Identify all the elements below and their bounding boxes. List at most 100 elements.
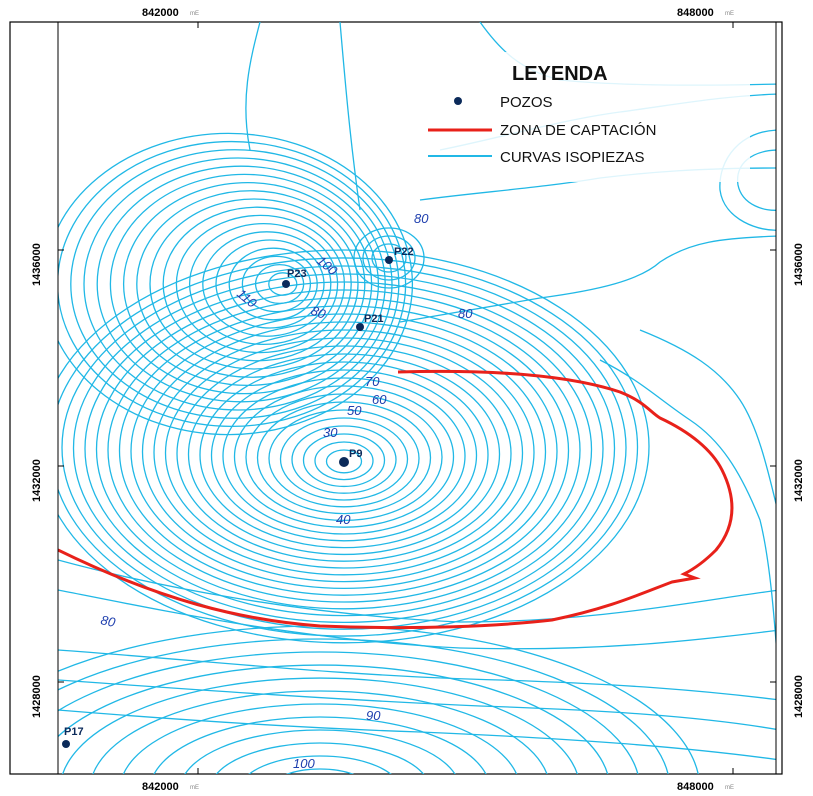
contour-label: 30	[323, 425, 338, 440]
frame-ticks	[58, 22, 776, 774]
wells: P23 P22 P21 P9 P17	[62, 246, 414, 748]
well-p9[interactable]: P9	[339, 448, 362, 467]
coord-unit: mE	[190, 11, 199, 17]
isopieza-line	[122, 703, 518, 774]
isopieza-line	[215, 742, 425, 774]
contour-label: 90	[366, 708, 381, 723]
coord-bottom-848000: 848000	[677, 781, 714, 793]
coord-left-1432000: 1432000	[31, 459, 43, 502]
isopieza-line	[188, 223, 339, 345]
well-marker	[385, 256, 393, 264]
well-label: P21	[364, 313, 384, 325]
isopieza-line	[70, 149, 400, 419]
contour-label: 70	[365, 374, 380, 389]
coord-right: 1436000 1432000 1428000	[793, 243, 805, 718]
coord-top: 842000 mE 848000 mE	[142, 7, 734, 19]
isopieza-line	[58, 651, 639, 774]
isopieza-line	[153, 329, 535, 576]
isopieza-line	[248, 755, 392, 774]
isopieza-line	[162, 206, 352, 362]
contour-label: 80	[309, 303, 328, 322]
isopieza-line	[241, 255, 312, 313]
zona-de-captacion	[58, 369, 734, 630]
legend-item-curvas: CURVAS ISOPIEZAS	[500, 149, 645, 166]
isopieza-line	[719, 129, 776, 231]
legend-background	[420, 52, 750, 182]
coord-right-1436000: 1436000	[793, 243, 805, 286]
contour-label: 80	[458, 306, 473, 321]
well-marker	[356, 323, 364, 331]
isopieza-line	[164, 337, 524, 569]
isopieza-line	[149, 198, 359, 370]
isopieza-line	[245, 393, 443, 522]
coord-top-848000: 848000	[677, 7, 714, 19]
isopieza-line	[291, 425, 397, 494]
contour-label: 40	[336, 512, 351, 527]
contour-label: 80	[99, 612, 117, 630]
isopieza-line	[202, 231, 332, 337]
isopieza-line	[228, 247, 318, 321]
well-label: P22	[394, 246, 414, 258]
legend-well-symbol	[454, 97, 462, 105]
coord-bottom-842000: 842000	[142, 781, 179, 793]
isopieza-line	[254, 264, 305, 304]
coord-top-842000: 842000	[142, 7, 179, 19]
isopieza-line	[62, 677, 578, 774]
well-label: P17	[64, 726, 84, 738]
well-p23[interactable]: P23	[282, 268, 307, 288]
isopieza-line	[58, 589, 776, 650]
legend: LEYENDA POZOS ZONA DE CAPTACIÓN CURVAS I…	[420, 52, 750, 182]
isopieza-line	[599, 359, 776, 651]
isopieza-line	[325, 449, 363, 474]
well-p21[interactable]: P21	[356, 313, 384, 331]
isopieza-line	[314, 441, 374, 481]
coord-unit: mE	[725, 11, 734, 17]
well-marker	[282, 280, 290, 288]
isopieza-line	[58, 132, 414, 436]
isopieza-line	[362, 235, 416, 281]
isopieza-line	[58, 625, 699, 774]
isopieza-line	[92, 690, 548, 774]
isopieza-line	[737, 149, 776, 211]
isopieza-line	[175, 214, 346, 354]
coord-unit: mE	[725, 785, 734, 791]
map-frame	[9, 21, 783, 775]
coord-left-1428000: 1428000	[31, 675, 43, 718]
contour-label: 50	[347, 403, 362, 418]
isopieza-line	[84, 281, 604, 617]
isopieza-line	[122, 181, 373, 387]
isopieza-line	[61, 265, 627, 630]
well-marker	[339, 457, 349, 467]
isopieza-line	[109, 173, 380, 395]
well-label: P23	[287, 268, 307, 280]
isopieza-line	[245, 22, 261, 151]
isopieza-line	[339, 22, 361, 211]
isopieza-line	[58, 638, 669, 774]
isopieza-line	[371, 243, 407, 273]
isopieza-line	[184, 729, 456, 774]
coord-unit: mE	[190, 785, 199, 791]
map-area: P23 P22 P21 P9 P17 80 100 110	[58, 22, 776, 774]
coord-left-1436000: 1436000	[31, 243, 43, 286]
isopieza-contours	[58, 22, 776, 774]
isopieza-line	[118, 305, 570, 596]
isopieza-line	[58, 559, 776, 623]
isopieza-line	[96, 165, 386, 403]
well-p22[interactable]: P22	[385, 246, 414, 264]
legend-item-pozos: POZOS	[500, 94, 553, 111]
isopieza-line	[58, 649, 776, 701]
isopieza-line	[58, 664, 609, 774]
coord-bottom: 842000 mE 848000 mE	[142, 781, 734, 793]
isopieza-line	[136, 190, 366, 378]
legend-item-zona: ZONA DE CAPTACIÓN	[500, 122, 656, 139]
isopieza-line	[95, 289, 593, 610]
coord-right-1428000: 1428000	[793, 675, 805, 718]
coord-right-1432000: 1432000	[793, 459, 805, 502]
isopieza-line	[279, 417, 409, 501]
isopieza-line	[302, 433, 386, 488]
isopieza-line	[58, 709, 776, 761]
isopieza-line	[58, 679, 776, 730]
well-p17[interactable]: P17	[62, 726, 84, 748]
contour-label: 80	[414, 211, 429, 226]
